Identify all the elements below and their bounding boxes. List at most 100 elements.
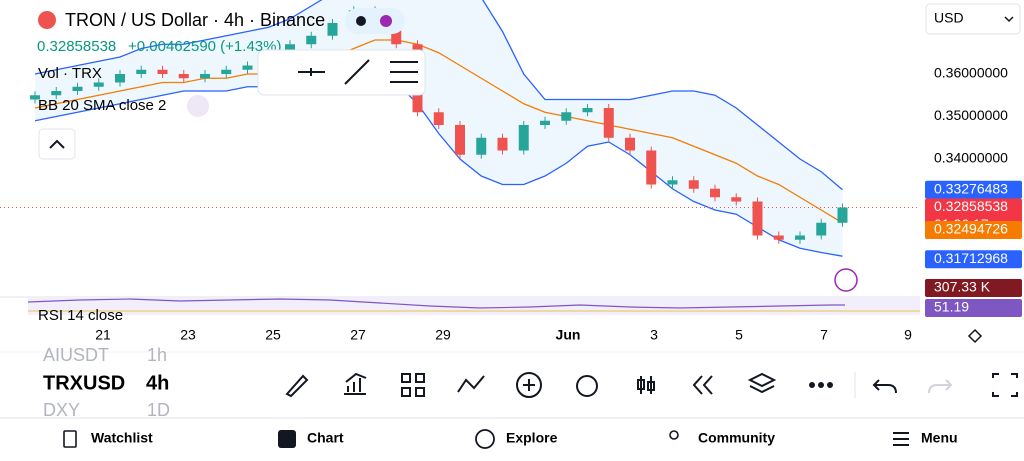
candle (582, 108, 593, 113)
price-tag: 0.32858538 (934, 198, 1008, 214)
dot (356, 16, 366, 26)
candle (157, 69, 168, 74)
tron-logo (38, 11, 56, 29)
scale-settings[interactable] (967, 328, 983, 344)
bb-lower (34, 73, 843, 257)
bb-settings[interactable] (187, 95, 209, 117)
menu-icon (893, 432, 909, 446)
candle (561, 112, 572, 121)
candle (178, 74, 189, 79)
rsi-tag-bg (925, 299, 1022, 317)
candle (497, 137, 508, 151)
candle (200, 74, 210, 79)
candle (752, 201, 763, 236)
candle (646, 150, 657, 185)
symbol-prev[interactable]: AIUSDT (43, 345, 109, 365)
alert-icon[interactable] (834, 268, 858, 292)
plus (523, 379, 535, 391)
rsi-tag: 51.19 (934, 299, 969, 315)
symbol-next[interactable]: DXY (43, 400, 80, 420)
interval-prev[interactable]: 1h (147, 345, 167, 365)
redo[interactable] (928, 379, 953, 394)
symbol-current[interactable]: TRXUSD (43, 372, 125, 394)
drawing-toolbar (257, 49, 426, 96)
object-toolbar[interactable] (345, 8, 405, 34)
candle (518, 125, 529, 151)
share-icon (380, 15, 392, 27)
candle (476, 137, 487, 155)
indicator-vol: Vol · TRX (38, 65, 102, 82)
date-tick-label: Jun (556, 327, 581, 343)
date-tick-label: 23 (180, 327, 196, 343)
more-dot (827, 382, 833, 388)
currency-select[interactable] (925, 3, 1021, 35)
replay-tool[interactable] (576, 375, 598, 397)
currency: USD (934, 10, 964, 26)
interval-next[interactable]: 1D (147, 400, 170, 420)
candle (688, 180, 699, 189)
candle (540, 120, 550, 125)
explore-icon (475, 429, 495, 449)
candle (837, 207, 848, 223)
chart-type-tool[interactable] (637, 376, 655, 394)
candle (72, 86, 83, 91)
date-tick-label: 5 (735, 327, 743, 343)
candle (433, 112, 444, 125)
candle (773, 235, 784, 240)
nav-menu[interactable]: Menu (921, 430, 958, 446)
nav-watchlist[interactable]: Watchlist (91, 430, 153, 446)
candle (710, 188, 720, 198)
date-tick-label: 9 (904, 327, 912, 343)
collapse-button[interactable] (38, 128, 76, 160)
candle (625, 137, 635, 151)
volume-tag: 307.33 K (934, 279, 991, 295)
date-tick-label: 25 (265, 327, 281, 343)
price-tick-label: 0.35000000 (934, 107, 1008, 123)
nav-explore[interactable]: Explore (506, 430, 558, 446)
fullscreen[interactable] (992, 373, 1018, 397)
candle (816, 222, 827, 236)
date-tick-label: 21 (95, 327, 111, 343)
dropdown-arrow (1004, 16, 1014, 23)
layers-tool[interactable] (747, 372, 777, 394)
interval-current[interactable]: 4h (146, 372, 169, 394)
candle (455, 125, 465, 155)
nav-community[interactable]: Community (698, 430, 775, 446)
candle (242, 65, 253, 70)
hline-tool[interactable] (298, 68, 325, 76)
templates-tool[interactable] (401, 373, 425, 397)
middle-tag: 0.32494726 (934, 221, 1008, 237)
compare-tool[interactable] (457, 375, 485, 393)
bb-upper (34, 0, 843, 191)
rewind-tool[interactable] (692, 375, 713, 395)
candle (327, 23, 338, 36)
undo[interactable] (872, 379, 897, 394)
rsi-line (27, 298, 845, 309)
add-tool[interactable] (516, 372, 542, 398)
last-price: 0.32858538 (37, 38, 116, 55)
indicator-bb: BB 20 SMA close 2 (38, 97, 166, 114)
candle (51, 91, 62, 96)
candle (136, 69, 147, 74)
date-tick-label: 27 (350, 327, 366, 343)
lower-tag-bg (925, 250, 1022, 269)
candle (93, 82, 104, 87)
lower-tag: 0.31712968 (934, 250, 1008, 266)
candle (603, 108, 614, 138)
draw-tool[interactable] (285, 374, 309, 398)
upper-tag: 0.33276483 (934, 180, 1008, 196)
fib-tool[interactable] (390, 61, 418, 83)
price-tick-label: 0.34000000 (934, 150, 1008, 166)
community-icon (669, 430, 679, 440)
volume-tag-bg (925, 279, 1022, 297)
more-dot[interactable] (809, 382, 815, 388)
indicators-tool[interactable] (344, 372, 367, 395)
date-tick-label: 3 (650, 327, 658, 343)
trendline-tool[interactable] (344, 59, 370, 85)
date-tick-label: 29 (435, 327, 451, 343)
chevron-up (49, 139, 65, 149)
candle (30, 95, 40, 100)
nav-chart[interactable]: Chart (307, 430, 344, 446)
candle (795, 235, 805, 240)
chart-icon (278, 430, 296, 448)
